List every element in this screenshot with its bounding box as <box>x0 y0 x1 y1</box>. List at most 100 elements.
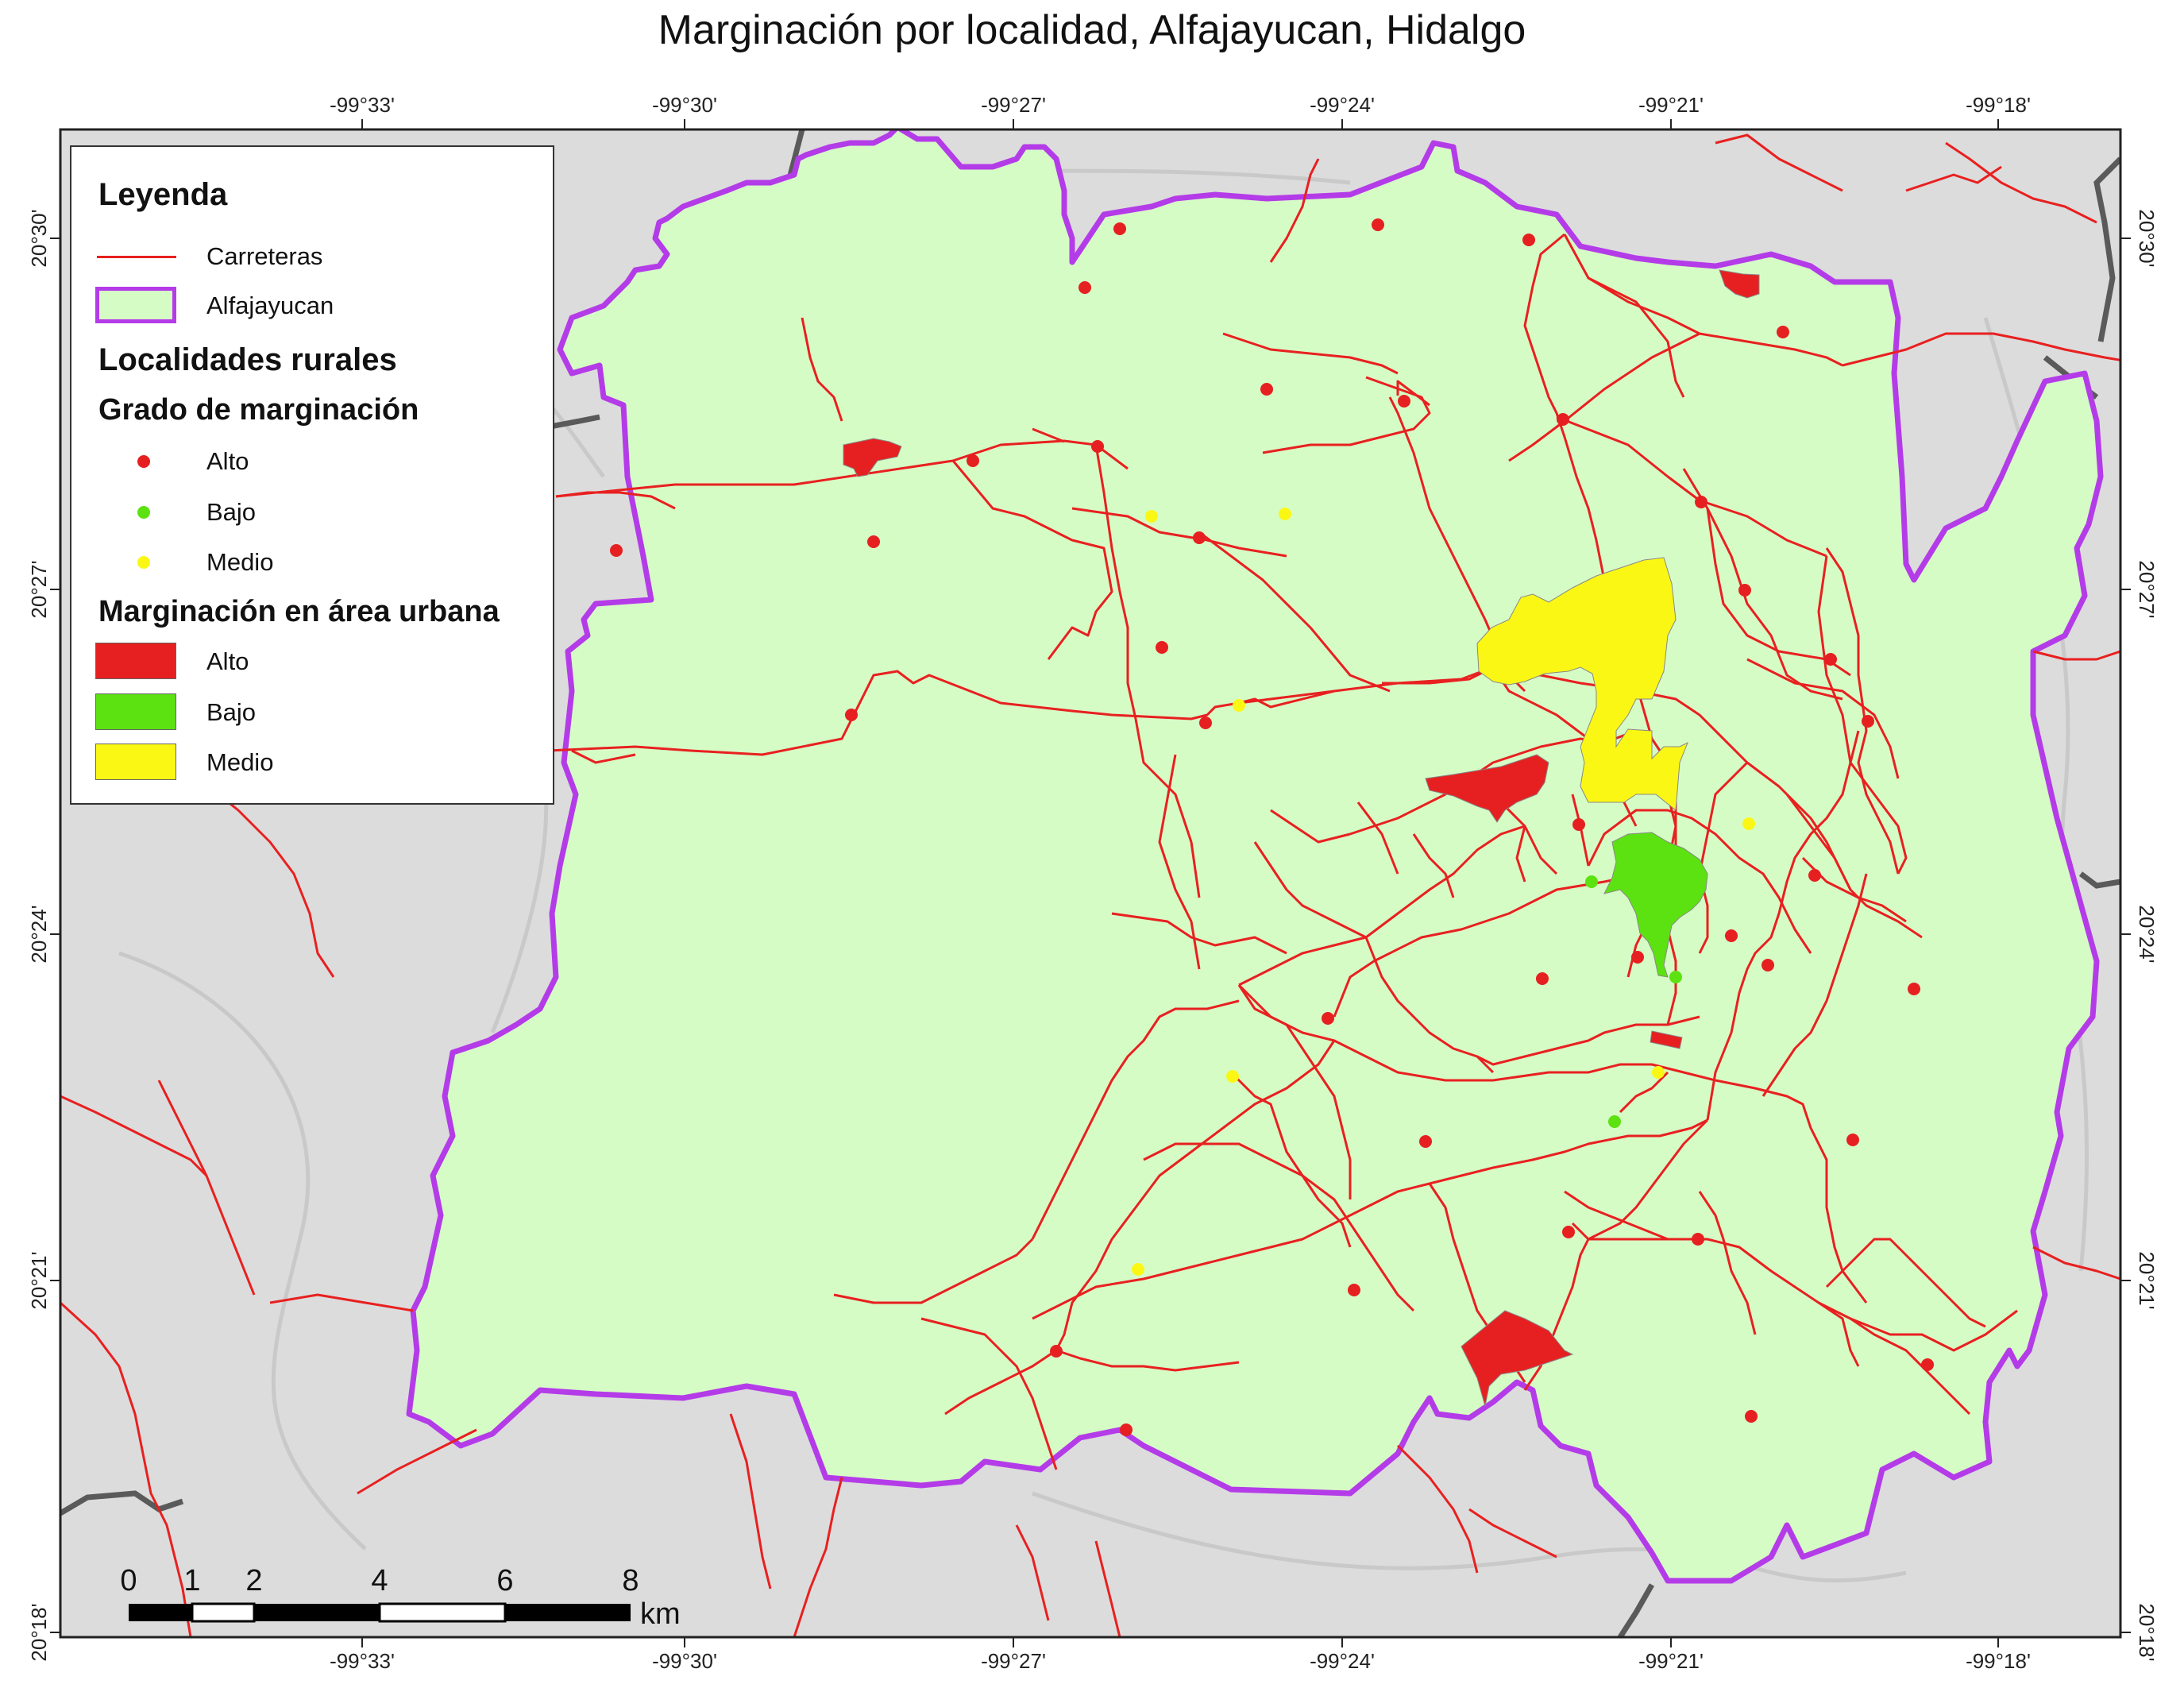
urban-medio-main <box>1476 557 1688 811</box>
rural-localities <box>610 218 1934 1436</box>
lat-label: 20°30' <box>2135 209 2159 267</box>
lat-labels-left: 20°30' 20°27' 20°24' 20°21' 20°18' <box>27 209 51 1661</box>
lat-label: 20°30' <box>27 209 51 267</box>
locality-alto <box>1761 959 1774 971</box>
bajo-dot-icon <box>137 506 150 519</box>
locality-medio <box>1233 699 1245 712</box>
lon-label: -99°24' <box>1310 93 1375 117</box>
roads <box>60 133 2120 1637</box>
medio-dot-icon <box>137 556 150 569</box>
locality-alto <box>1745 1410 1758 1423</box>
locality-alto <box>1725 929 1738 942</box>
legend-rural-title: Localidades rurales <box>98 342 397 377</box>
legend-urban-bajo-label: Bajo <box>206 698 257 726</box>
locality-alto <box>1199 717 1212 729</box>
legend-roads-label: Carreteras <box>206 242 323 270</box>
lat-label: 20°24' <box>27 905 51 963</box>
locality-alto <box>1193 531 1206 544</box>
urban-alto-northeast <box>1719 269 1760 299</box>
locality-alto <box>1419 1135 1432 1148</box>
lon-label: -99°27' <box>981 93 1046 117</box>
locality-bajo <box>1608 1115 1621 1128</box>
legend-rural-alto-label: Alto <box>206 447 249 475</box>
lon-label: -99°33' <box>330 93 395 117</box>
lat-label: 20°21' <box>27 1251 51 1309</box>
locality-alto <box>845 709 858 721</box>
lon-label: -99°21' <box>1638 1649 1704 1673</box>
scale-bar: 0 1 2 4 6 8 km <box>120 1564 680 1631</box>
lat-labels-right: 20°30' 20°27' 20°24' 20°21' 20°18' <box>2135 209 2159 1661</box>
urban-alto-center <box>1425 754 1549 823</box>
locality-alto <box>1695 496 1707 508</box>
scale-label: 6 <box>496 1564 513 1597</box>
legend-urban-alto-label: Alto <box>206 647 249 675</box>
lat-label: 20°27' <box>27 560 51 618</box>
urban-alto-south <box>1461 1310 1574 1407</box>
locality-alto <box>1322 1012 1334 1025</box>
lat-label: 20°24' <box>2135 905 2159 963</box>
medio-area-swatch <box>95 744 176 780</box>
legend: Leyenda Carreteras Alfajayucan Localidad… <box>70 145 554 805</box>
legend-grado-title: Grado de marginación <box>98 393 419 427</box>
alto-area-swatch <box>95 643 176 679</box>
urban-areas <box>843 269 1760 1407</box>
lon-label: -99°30' <box>652 93 717 117</box>
locality-alto <box>610 544 623 557</box>
bajo-area-swatch <box>95 693 176 730</box>
scale-label: 1 <box>183 1564 200 1597</box>
locality-alto <box>1156 641 1168 654</box>
locality-alto <box>1078 281 1091 294</box>
locality-alto <box>1692 1233 1704 1246</box>
lat-label: 20°21' <box>2135 1251 2159 1309</box>
legend-urban-title: Marginación en área urbana <box>98 595 500 628</box>
lon-label: -99°18' <box>1966 93 2031 117</box>
legend-rural-medio-label: Medio <box>206 548 274 576</box>
locality-medio <box>1279 508 1291 520</box>
urban-alto-small <box>1650 1030 1683 1049</box>
locality-medio <box>1742 817 1755 830</box>
alto-dot-icon <box>137 455 150 468</box>
locality-alto <box>1557 413 1569 426</box>
locality-medio <box>1226 1070 1239 1083</box>
locality-alto <box>1260 383 1273 396</box>
locality-alto <box>1846 1134 1859 1146</box>
locality-alto <box>1921 1358 1934 1371</box>
locality-medio <box>1652 1066 1665 1079</box>
locality-alto <box>1050 1345 1063 1358</box>
map-title: Marginación por localidad, Alfajayucan, … <box>658 7 1526 53</box>
locality-alto <box>1572 818 1585 831</box>
locality-alto <box>1777 326 1789 338</box>
lon-label: -99°30' <box>652 1649 717 1673</box>
legend-municipio-label: Alfajayucan <box>206 292 334 319</box>
locality-alto <box>1522 234 1535 246</box>
lat-label: 20°18' <box>2135 1603 2159 1661</box>
municipio-swatch <box>95 285 183 326</box>
legend-rural-bajo-label: Bajo <box>206 498 257 526</box>
lon-label: -99°18' <box>1966 1649 2031 1673</box>
locality-bajo <box>1585 875 1598 888</box>
legend-urban-medio-label: Medio <box>206 748 274 776</box>
locality-alto <box>1862 715 1874 728</box>
locality-alto <box>1091 440 1104 453</box>
locality-alto <box>1120 1423 1133 1436</box>
locality-alto <box>1824 653 1837 666</box>
lon-labels-bottom: -99°33' -99°30' -99°27' -99°24' -99°21' … <box>330 1649 2031 1673</box>
locality-medio <box>1145 510 1158 523</box>
lat-label: 20°18' <box>27 1603 51 1661</box>
scale-label: 4 <box>371 1564 388 1597</box>
lon-label: -99°33' <box>330 1649 395 1673</box>
municipality-alfajayucan[interactable] <box>406 127 2104 1584</box>
legend-title: Leyenda <box>98 177 228 212</box>
locality-alto <box>867 535 880 548</box>
lon-label: -99°21' <box>1638 93 1704 117</box>
road-line-swatch <box>95 236 183 277</box>
locality-alto <box>1738 584 1751 597</box>
scale-unit: km <box>640 1597 681 1631</box>
locality-bajo <box>1669 971 1682 983</box>
locality-alto <box>1908 983 1920 995</box>
locality-alto <box>1536 972 1549 985</box>
locality-alto <box>967 454 979 467</box>
lon-labels-top: -99°33' -99°30' -99°27' -99°24' -99°21' … <box>330 93 2031 117</box>
lat-label: 20°27' <box>2135 560 2159 618</box>
locality-alto <box>1631 951 1644 964</box>
